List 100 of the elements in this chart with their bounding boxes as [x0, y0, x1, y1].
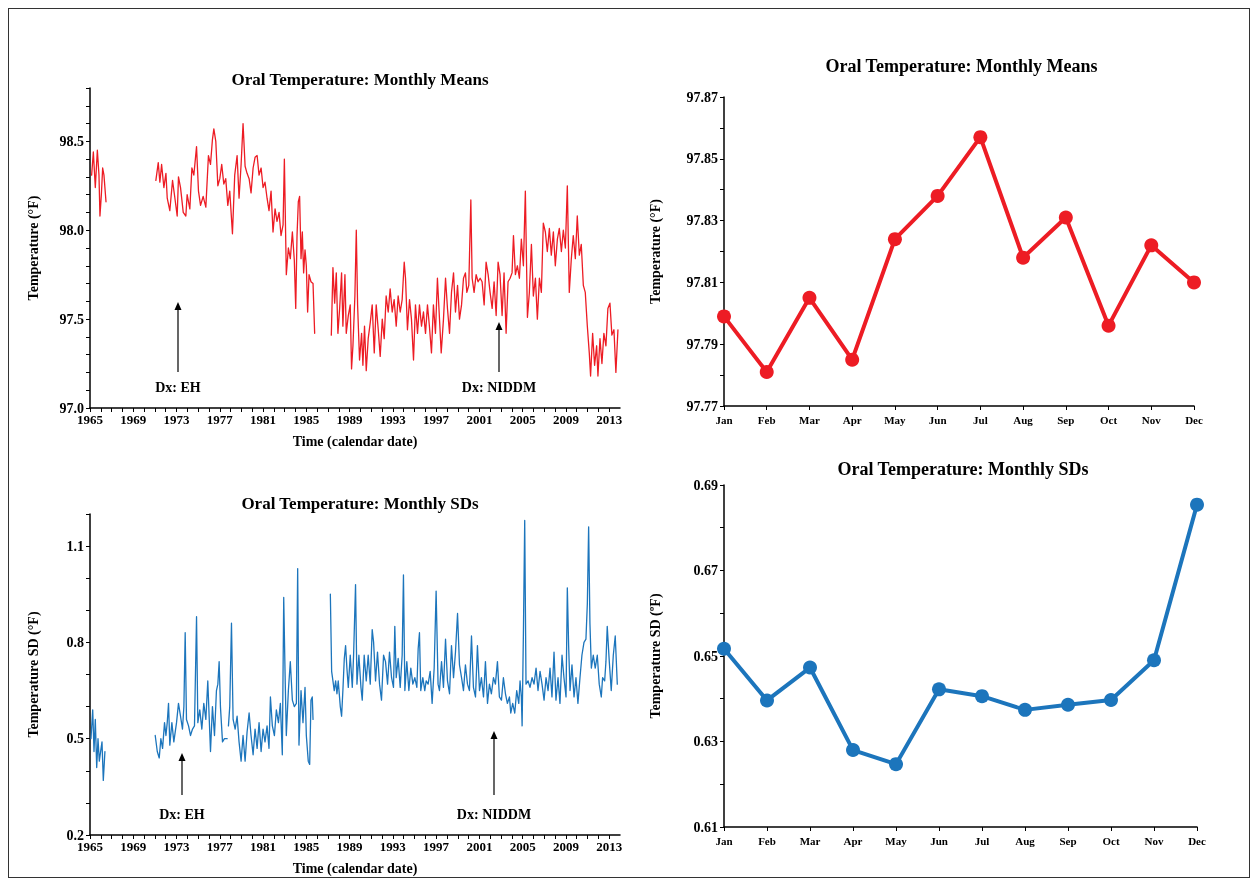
x-tick-label: 1977 [206, 412, 234, 427]
x-tick-label: Jun [928, 413, 947, 426]
annotation: Dx: EH [159, 807, 205, 823]
x-tick-label: Mar [799, 413, 820, 426]
y-tick-label: 0.8 [66, 634, 84, 650]
point [932, 682, 946, 697]
point [889, 757, 903, 772]
x-tick-label: 2005 [509, 839, 537, 854]
y-tick-label: 98.5 [59, 133, 84, 149]
point [1016, 250, 1031, 265]
y-tick-label: 0.63 [693, 734, 718, 749]
point [1058, 210, 1073, 225]
x-tick-label: 1989 [336, 412, 364, 427]
chart-title: Oral Temperature: Monthly Means [825, 56, 1098, 76]
y-axis-title: Temperature (°F) [25, 195, 42, 301]
point [717, 309, 731, 324]
y-tick-label: 98.0 [59, 222, 84, 238]
x-tick-label: Jan [715, 413, 733, 426]
x-tick-label: Dec [1185, 413, 1203, 426]
x-tick-label: 2005 [509, 412, 537, 427]
x-tick-label: Jul [974, 834, 990, 847]
x-tick-label: May [884, 413, 907, 426]
x-tick-label: 1973 [163, 839, 191, 854]
y-tick-label: 0.67 [693, 563, 718, 578]
x-axis-title: Time (calendar date) [292, 433, 418, 450]
y-tick-label: 97.79 [686, 336, 718, 352]
chart-title: Oral Temperature: Monthly SDs [241, 494, 479, 513]
y-tick-label: 97.77 [686, 398, 718, 414]
y-axis-title: Temperature SD (ºF) [647, 593, 664, 719]
point [760, 693, 774, 708]
point [845, 352, 860, 367]
point [973, 130, 988, 145]
y-tick-label: 97.81 [686, 274, 718, 290]
point [1144, 238, 1159, 253]
y-tick-label: 97.5 [59, 311, 84, 327]
x-tick-label: 2013 [596, 839, 623, 854]
point [975, 689, 989, 704]
point [759, 365, 774, 380]
x-tick-label: 1985 [293, 412, 320, 427]
x-tick-label: Dec [1188, 834, 1206, 847]
x-tick-label: 1989 [336, 839, 364, 854]
annotation: Dx: NIDDM [456, 807, 532, 823]
x-axis-title: Time (calendar date) [292, 860, 418, 877]
x-tick-label: 1981 [250, 412, 277, 427]
point [1018, 702, 1032, 717]
chart-title: Oral Temperature: Monthly Means [231, 70, 489, 89]
x-tick-label: 2009 [552, 839, 580, 854]
x-tick-label: 2009 [552, 412, 580, 427]
x-tick-label: Oct [1099, 413, 1118, 426]
x-tick-label: Jan [715, 834, 733, 847]
chart-title: Oral Temperature: Monthly SDs [837, 459, 1089, 479]
x-tick-label: Jun [930, 834, 948, 847]
y-tick-label: 0.69 [693, 477, 718, 493]
point [803, 660, 817, 675]
point [930, 188, 945, 203]
y-tick-label: 0.5 [66, 731, 84, 747]
x-tick-label: Sep [1059, 834, 1077, 847]
point [1147, 653, 1161, 668]
x-tick-label: Feb [757, 413, 776, 426]
y-axis-title: Temperature SD (°F) [25, 611, 42, 738]
annotation: Dx: NIDDM [461, 380, 537, 396]
x-tick-label: 1969 [120, 412, 147, 427]
x-tick-label: Nov [1144, 834, 1164, 847]
x-tick-label: 2001 [466, 839, 493, 854]
y-tick-label: 0.61 [693, 819, 718, 835]
point [1104, 693, 1118, 708]
point [1061, 697, 1075, 712]
x-tick-label: Oct [1102, 834, 1120, 847]
point [1190, 497, 1204, 512]
x-tick-label: 1981 [250, 839, 277, 854]
point [717, 641, 731, 656]
y-tick-label: 1.1 [66, 538, 84, 554]
x-tick-label: 1985 [293, 839, 320, 854]
x-tick-label: 1993 [379, 839, 407, 854]
y-tick-label: 0.65 [693, 648, 718, 664]
x-tick-label: 1977 [206, 839, 234, 854]
x-tick-label: 1969 [120, 839, 147, 854]
y-tick-label: 97.87 [686, 89, 718, 105]
point [887, 232, 902, 247]
x-tick-label: Aug [1013, 413, 1034, 426]
y-tick-label: 97.85 [686, 151, 718, 167]
point [802, 290, 817, 305]
x-tick-label: 1993 [379, 412, 407, 427]
x-tick-label: 2013 [596, 412, 623, 427]
point [1101, 318, 1116, 333]
y-axis-title: Temperature (°F) [647, 198, 664, 304]
point [1187, 275, 1201, 290]
x-tick-label: Sep [1057, 413, 1075, 426]
x-tick-label: Jul [973, 413, 988, 426]
x-tick-label: Apr [843, 834, 863, 847]
x-tick-label: 1973 [163, 412, 191, 427]
x-tick-label: May [885, 834, 908, 847]
x-tick-label: Feb [758, 834, 776, 847]
x-tick-label: 1997 [423, 839, 450, 854]
x-tick-label: 2001 [466, 412, 493, 427]
x-tick-label: Mar [799, 834, 821, 847]
x-tick-label: Apr [842, 413, 862, 426]
x-tick-label: Aug [1015, 834, 1036, 847]
y-tick-label: 97.83 [686, 213, 718, 229]
point [846, 743, 860, 758]
